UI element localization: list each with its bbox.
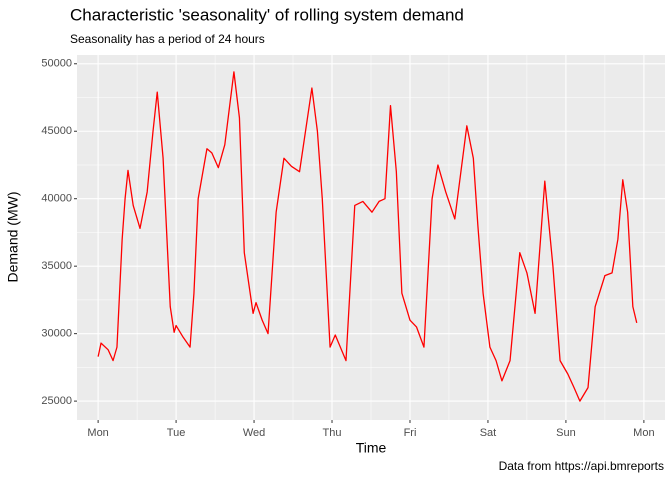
caption: Data from https://api.bmreports [499, 459, 664, 473]
x-tick-label: Fri [404, 427, 417, 439]
x-tick-label: Thu [323, 427, 342, 439]
x-tick-label: Mon [87, 427, 108, 439]
chart-subtitle: Seasonality has a period of 24 hours [70, 32, 265, 46]
x-axis-label: Time [356, 440, 387, 456]
x-tick-label: Sat [480, 427, 497, 439]
y-tick-label: 40000 [41, 193, 72, 205]
y-tick-label: 45000 [41, 125, 72, 137]
data-line [97, 71, 638, 402]
x-tick-label: Sun [556, 427, 576, 439]
x-tick-label: Wed [243, 427, 265, 439]
chart-title: Characteristic 'seasonality' of rolling … [70, 5, 464, 24]
x-tick-label: Mon [633, 427, 654, 439]
y-tick-label: 35000 [41, 260, 72, 272]
y-tick-label: 30000 [41, 328, 72, 340]
y-tick-label: 50000 [41, 58, 72, 70]
y-axis-label: Demand (MW) [5, 191, 21, 282]
x-tick-label: Tue [167, 427, 186, 439]
y-tick-label: 25000 [41, 395, 72, 407]
